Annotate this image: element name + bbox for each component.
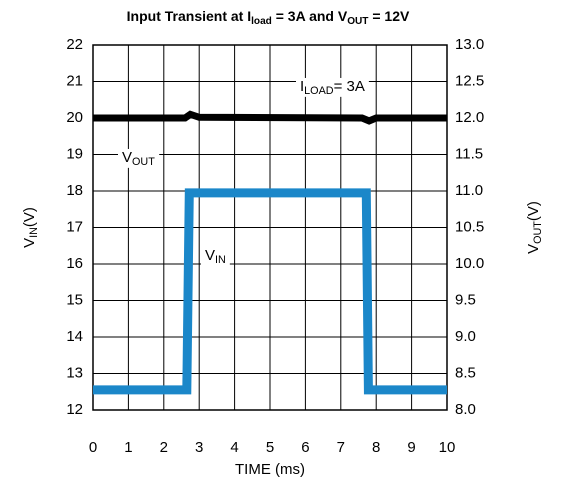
annotation-bg (118, 148, 160, 168)
y-tick-label: 13 (66, 364, 83, 381)
y-tick-label: 16 (66, 255, 83, 272)
series-line (93, 110, 447, 125)
x-tick-label: 3 (195, 439, 203, 456)
x-tick-label: 7 (337, 439, 345, 456)
annotation-label: VIN (205, 247, 226, 266)
annotation-bg (296, 77, 369, 97)
y2-tick-label: 9.0 (455, 328, 476, 345)
annotation: VOUT (118, 148, 160, 168)
annotation: VIN (201, 246, 230, 266)
x-tick-label: 9 (407, 439, 415, 456)
text-part: I (300, 78, 304, 95)
y2-tick-label: 13.0 (455, 36, 484, 53)
y2-tick-label: 8.5 (455, 364, 476, 381)
text-part: (V) (21, 207, 38, 227)
text-part: Input Transient at I (127, 8, 251, 24)
x-tick-label: 0 (89, 439, 97, 456)
text-part: LOAD (304, 85, 334, 97)
y2-tick-label: 12.0 (455, 109, 484, 126)
x-tick-label: 5 (266, 439, 274, 456)
y2-axis-label: VOUT(V) (525, 201, 544, 254)
text-part: V (525, 244, 542, 254)
x-tick-label: 10 (439, 439, 456, 456)
y-tick-label: 17 (66, 218, 83, 235)
text-part: OUT (132, 156, 155, 168)
y2-tick-label: 10.0 (455, 255, 484, 272)
y-tick-label: 15 (66, 291, 83, 308)
text-part: V (21, 238, 38, 248)
y2-tick-label: 12.5 (455, 72, 484, 89)
text-part: V (205, 247, 215, 264)
text-part: V (122, 149, 132, 166)
annotation: ILOAD= 3A (296, 77, 369, 97)
y-tick-label: 14 (66, 328, 83, 345)
text-part: IN (28, 227, 40, 238)
text-part: = 12V (368, 8, 410, 24)
text-part: OUT (347, 16, 369, 27)
y-tick-label: 20 (66, 109, 83, 126)
y2-tick-label: 10.5 (455, 218, 484, 235)
y-tick-label: 22 (66, 36, 83, 53)
y2-tick-label: 8.0 (455, 401, 476, 418)
x-tick-label: 2 (160, 439, 168, 456)
y-tick-label: 19 (66, 145, 83, 162)
y2-tick-label: 11.5 (455, 145, 483, 162)
y-tick-label: 18 (66, 182, 83, 199)
annotation-bg (201, 246, 230, 266)
x-tick-label: 4 (230, 439, 238, 456)
y-axis-label: VIN(V) (21, 207, 40, 248)
text-part: load (251, 16, 272, 27)
text-part: IN (215, 254, 226, 266)
annotation-label: VOUT (122, 149, 155, 168)
series-line (93, 188, 447, 395)
y2-tick-label: 9.5 (455, 291, 476, 308)
annotation-label: ILOAD= 3A (300, 78, 365, 97)
x-tick-label: 1 (124, 439, 132, 456)
plot-frame (92, 44, 448, 411)
text-part: TIME (ms) (235, 461, 305, 478)
y-tick-label: 21 (66, 72, 83, 89)
text-part: = 3A (334, 78, 365, 95)
text-part: OUT (532, 221, 544, 244)
chart-title: Input Transient at Iload = 3A and VOUT =… (127, 8, 410, 27)
x-tick-label: 6 (301, 439, 309, 456)
text-part: = 3A and V (272, 8, 348, 24)
x-tick-label: 8 (372, 439, 380, 456)
text-part: (V) (525, 201, 542, 221)
x-axis-label: TIME (ms) (235, 461, 305, 478)
y-tick-label: 12 (66, 401, 83, 418)
y2-tick-label: 11.0 (455, 182, 483, 199)
